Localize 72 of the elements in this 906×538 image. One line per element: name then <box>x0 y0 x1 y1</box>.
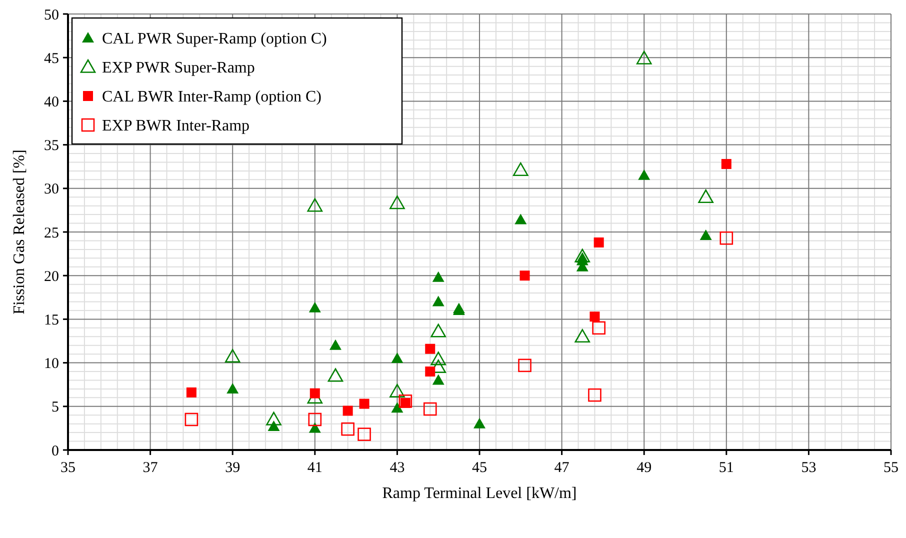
point <box>574 328 590 343</box>
point <box>588 388 602 402</box>
y-tick-label: 25 <box>44 225 59 242</box>
point <box>310 388 320 398</box>
y-tick-label: 20 <box>44 268 59 285</box>
point <box>594 237 604 248</box>
point <box>398 394 412 408</box>
point <box>391 352 404 363</box>
point <box>592 321 606 335</box>
point <box>432 374 444 385</box>
point <box>307 198 323 212</box>
y-tick-label: 5 <box>52 400 59 416</box>
point <box>226 382 239 394</box>
point <box>720 231 734 245</box>
x-tick-label: 41 <box>307 460 322 476</box>
y-tick-label: 10 <box>44 356 59 372</box>
point <box>308 302 321 312</box>
point <box>513 162 528 176</box>
point <box>329 339 342 350</box>
y-tick-label: 40 <box>44 94 59 110</box>
x-tick-label: 47 <box>554 460 570 476</box>
point <box>328 368 344 382</box>
point <box>342 406 353 416</box>
point <box>514 214 527 224</box>
point <box>390 196 405 210</box>
point <box>390 384 405 398</box>
y-axis-title: Fission Gas Released [%] <box>11 150 28 314</box>
x-tick-label: 49 <box>636 460 652 476</box>
point <box>423 402 437 416</box>
point <box>474 418 486 428</box>
x-tick-label: 51 <box>718 460 734 476</box>
x-tick-label: 53 <box>801 460 816 476</box>
point <box>224 349 240 363</box>
point <box>636 50 652 64</box>
point <box>520 270 530 281</box>
point <box>308 412 322 426</box>
y-tick-label: 30 <box>44 182 59 198</box>
x-tick-label: 37 <box>142 460 158 476</box>
point <box>266 412 282 426</box>
point <box>698 189 714 204</box>
point <box>391 402 404 413</box>
x-tick-label: 45 <box>472 460 487 476</box>
point <box>308 422 321 433</box>
point <box>341 422 354 436</box>
x-axis-title: Ramp Terminal Level [kW/m] <box>382 485 577 502</box>
point <box>432 296 444 306</box>
point <box>721 158 732 169</box>
legend-label: EXP BWR Inter-Ramp <box>102 118 250 135</box>
legend-label: EXP PWR Super-Ramp <box>102 60 255 77</box>
y-tick-label: 45 <box>44 50 59 67</box>
x-tick-label: 55 <box>884 460 898 476</box>
y-tick-label: 50 <box>44 7 59 24</box>
legend-label: CAL PWR Super-Ramp (option C) <box>102 30 327 48</box>
y-tick-label: 15 <box>44 312 59 328</box>
point <box>432 271 444 282</box>
point <box>358 428 371 441</box>
point <box>430 352 446 366</box>
point <box>430 324 446 338</box>
x-tick-label: 39 <box>225 460 240 476</box>
legend-label: CAL BWR Inter-Ramp (option C) <box>102 88 322 106</box>
point <box>700 229 712 240</box>
point <box>638 169 650 180</box>
point <box>425 366 436 377</box>
x-tick-label: 43 <box>390 460 405 476</box>
point <box>518 358 532 372</box>
point <box>590 312 600 322</box>
point <box>186 387 196 398</box>
point <box>359 398 370 409</box>
point <box>425 344 436 354</box>
y-tick-label: 35 <box>44 138 59 154</box>
y-tick-label: 0 <box>52 443 59 460</box>
point <box>184 412 198 426</box>
